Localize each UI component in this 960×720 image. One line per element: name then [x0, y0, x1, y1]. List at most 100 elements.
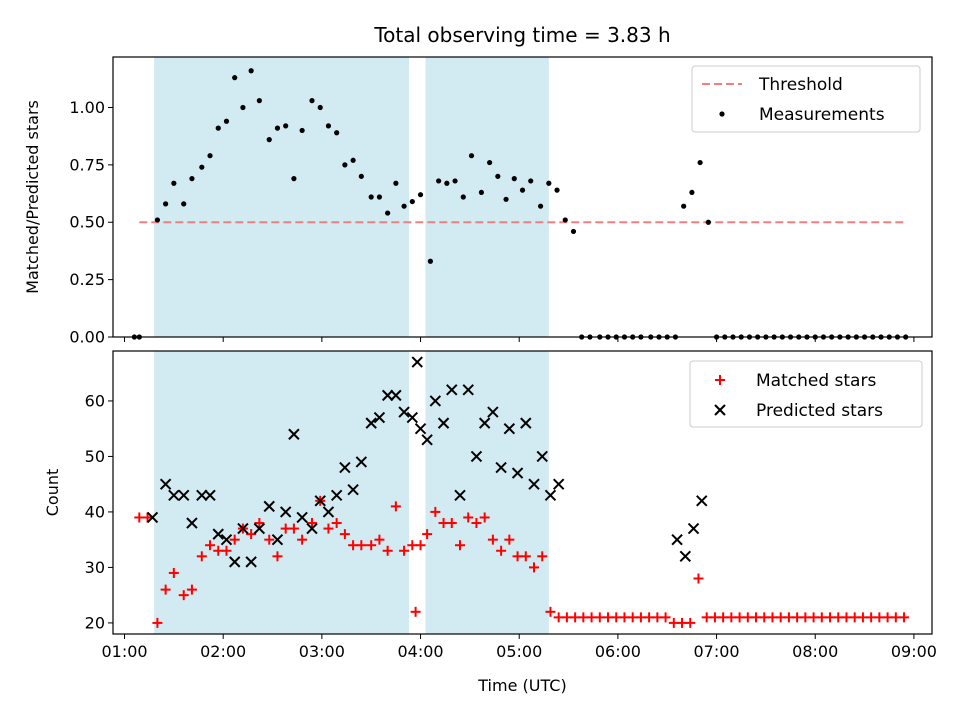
- measurement-point: [299, 127, 305, 134]
- top-y-tick-label: 0.00: [69, 328, 105, 347]
- matched-star-point: [366, 540, 377, 551]
- legend-threshold-label: Threshold: [758, 75, 843, 95]
- predicted-star-point: [437, 417, 450, 429]
- legend-matched-swatch: [715, 375, 725, 385]
- bottom-y-tick-label: 60: [85, 391, 105, 410]
- matched-star-point: [152, 617, 163, 628]
- predicted-star-point: [687, 522, 700, 535]
- measurement-point: [401, 203, 407, 209]
- predicted-star-point: [279, 506, 292, 518]
- matched-star-point: [446, 518, 457, 529]
- measurement-point: [417, 192, 424, 198]
- x-tick-label: 03:00: [299, 642, 345, 661]
- matched-star-point: [288, 523, 299, 534]
- measurement-point: [697, 159, 703, 166]
- x-tick-label: 08:00: [792, 642, 838, 661]
- chart-title: Total observing time = 3.83 h: [373, 23, 670, 47]
- measurement-point: [256, 98, 262, 104]
- measurement-point: [350, 157, 356, 163]
- measurement-point: [171, 180, 177, 186]
- predicted-star-point: [288, 428, 300, 440]
- matched-star-point: [229, 534, 240, 545]
- matched-star-point: [168, 567, 179, 578]
- predicted-star-point: [552, 478, 565, 490]
- predicted-star-point: [263, 500, 275, 513]
- measurement-point: [460, 194, 466, 200]
- matched-star-point: [463, 512, 474, 523]
- matched-star-point: [297, 534, 308, 545]
- measurement-point: [368, 194, 374, 200]
- x-axis-label: Time (UTC): [477, 676, 566, 695]
- matched-star-point: [306, 518, 317, 529]
- bottom-y-tick-label: 40: [85, 502, 105, 521]
- measurement-point: [570, 228, 577, 235]
- measurement-point: [385, 210, 391, 216]
- matched-star-point: [415, 540, 426, 551]
- matched-star-point: [382, 545, 393, 556]
- predicted-star-point: [365, 417, 377, 429]
- measurement-point: [689, 189, 695, 196]
- measurement-point: [519, 187, 526, 193]
- matched-star-point: [356, 540, 367, 551]
- measurement-point: [199, 164, 205, 170]
- predicted-star-point: [511, 467, 524, 479]
- predicted-star-point: [536, 450, 548, 463]
- bottom-panel: 20 30 40 50 60 01:00 02:00 03:00 04:00 05:00 06:00…: [85, 350, 937, 661]
- predicted-star-point: [330, 489, 343, 501]
- matched-star-point: [221, 545, 232, 556]
- top-y-tick-label: 0.25: [69, 270, 105, 289]
- predicted-star-point: [390, 389, 402, 402]
- top-panel: 0.00 0.25 0.50 0.75 1.00 Threshold Measurement…: [69, 56, 933, 347]
- legend-measurements-swatch: [719, 111, 725, 117]
- predicted-star-point: [487, 406, 499, 418]
- top-y-tick-label: 0.75: [69, 155, 105, 174]
- predicted-star-point: [411, 356, 423, 368]
- matched-star-point: [264, 534, 275, 545]
- matched-star-point: [323, 523, 334, 534]
- matched-star-point: [479, 512, 490, 523]
- top-observing-window-1: [154, 57, 410, 337]
- measurement-point: [309, 98, 315, 104]
- matched-star-point: [455, 540, 466, 551]
- measurement-point: [189, 176, 195, 182]
- predicted-star-point: [478, 417, 491, 429]
- top-y-tick-label: 0.50: [69, 213, 105, 232]
- predicted-star-point: [159, 478, 172, 490]
- measurement-point: [705, 219, 711, 225]
- predicted-star-point: [470, 450, 483, 463]
- matched-star-point: [660, 612, 671, 623]
- bottom-axes-frame: [112, 350, 933, 635]
- measurement-point: [495, 173, 501, 179]
- matched-star-point: [471, 518, 482, 529]
- measurement-point: [266, 137, 272, 143]
- predicted-star-point: [528, 478, 540, 490]
- top-y-tick-label: 1.00: [69, 98, 105, 117]
- matched-star-point: [205, 540, 216, 551]
- predicted-star-point: [679, 550, 692, 563]
- measurement-point: [291, 176, 297, 182]
- matched-star-point: [496, 545, 507, 556]
- measurement-point: [537, 203, 544, 209]
- matched-star-point: [520, 551, 531, 562]
- top-axes-frame: [112, 56, 933, 338]
- matched-star-point: [178, 590, 189, 601]
- predicted-star-point: [314, 495, 326, 507]
- predicted-star-point: [237, 522, 249, 535]
- predicted-star-point: [414, 422, 427, 435]
- measurement-point: [163, 201, 169, 207]
- matched-star-point: [504, 534, 515, 545]
- measurement-point: [325, 123, 332, 129]
- predicted-star-point: [454, 489, 466, 501]
- predicted-star-point: [429, 395, 442, 407]
- matched-star-point: [390, 501, 401, 512]
- predicted-star-point: [696, 495, 708, 507]
- predicted-star-point: [462, 384, 474, 396]
- measurement-point: [444, 180, 450, 186]
- measurement-point: [274, 125, 281, 131]
- predicted-star-point: [322, 506, 335, 518]
- matched-star-point: [693, 573, 704, 584]
- predicted-star-point: [520, 417, 532, 429]
- measurement-point: [181, 201, 187, 207]
- measurement-point: [154, 217, 161, 223]
